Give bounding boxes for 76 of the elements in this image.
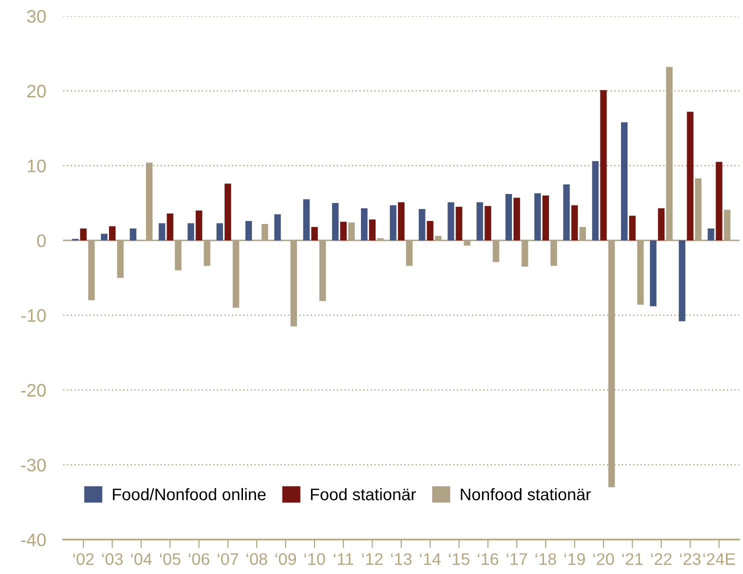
y-tick-label: 30 [27, 10, 46, 23]
bar [484, 206, 492, 240]
x-tick-label: ‘16 [478, 553, 498, 565]
bar [686, 112, 694, 240]
x-tick-label: ‘22 [651, 553, 672, 565]
x-tick-label: ‘17 [506, 553, 528, 565]
y-tick-label: -10 [21, 309, 46, 322]
bar [456, 206, 462, 240]
x-tick-label: ‘02 [73, 553, 94, 565]
bar [534, 193, 541, 240]
bar [360, 208, 368, 240]
bar [369, 219, 376, 240]
bar [592, 161, 599, 240]
bar [514, 198, 520, 240]
bar [418, 209, 426, 240]
bar [340, 222, 347, 240]
bar [563, 184, 570, 240]
bar [80, 228, 87, 240]
bar [303, 199, 310, 240]
bar [245, 220, 252, 240]
bar [398, 202, 404, 240]
bar [629, 216, 636, 240]
x-tick-label: ‘24E [703, 553, 736, 565]
x-tick-label: ‘12 [362, 553, 383, 565]
x-tick-label: ‘05 [160, 553, 180, 565]
bar [621, 122, 628, 240]
y-tick-label: 0 [37, 234, 46, 248]
x-tick-label: ‘13 [391, 553, 412, 565]
x-tick-label: ‘14 [420, 553, 441, 565]
y-tick-label: -30 [21, 458, 46, 472]
bar [448, 202, 454, 240]
x-tick-label: ‘06 [188, 553, 210, 565]
y-tick-label: -20 [21, 384, 46, 397]
bar [224, 184, 232, 240]
bar [166, 214, 174, 240]
bar [188, 223, 194, 240]
x-tick-label: ‘19 [564, 553, 585, 565]
bar [216, 223, 224, 240]
x-tick-label: ‘11 [334, 553, 354, 565]
bar [390, 205, 396, 240]
bar [274, 214, 281, 240]
x-tick-label: ‘20 [593, 553, 614, 565]
bar [158, 223, 166, 240]
bar [708, 228, 714, 240]
bar [658, 208, 665, 240]
bar [571, 205, 578, 240]
bar [100, 234, 108, 240]
bar [332, 203, 339, 240]
bar [505, 194, 512, 240]
bar [542, 196, 549, 240]
legend-label: Food stationär [311, 488, 416, 500]
bar [716, 162, 722, 240]
legend-label: Food/Nonfood online [112, 488, 266, 500]
bar [109, 226, 116, 240]
bar [426, 220, 434, 240]
bar [196, 210, 202, 240]
x-tick-label: ‘04 [131, 553, 152, 565]
y-tick-label: -40 [21, 533, 46, 546]
x-tick-label: ‘03 [102, 553, 123, 565]
bar [311, 226, 318, 240]
x-tick-label: ‘10 [304, 553, 326, 565]
y-tick-label: 10 [28, 160, 46, 172]
bar [678, 240, 686, 322]
x-tick-label: ‘23 [680, 553, 701, 565]
legend-label: Nonfood stationär [460, 488, 591, 500]
bar [650, 240, 656, 306]
x-tick-label: ‘15 [448, 553, 470, 565]
bar [130, 228, 136, 240]
x-tick-label: ‘18 [536, 553, 556, 565]
bar [476, 202, 484, 240]
x-tick-label: ‘08 [246, 553, 268, 565]
bar [600, 90, 607, 240]
x-tick-label: ‘07 [218, 553, 238, 565]
y-tick-label: 20 [27, 84, 46, 98]
x-tick-label: ‘09 [276, 553, 296, 565]
x-tick-label: ‘21 [622, 553, 643, 565]
